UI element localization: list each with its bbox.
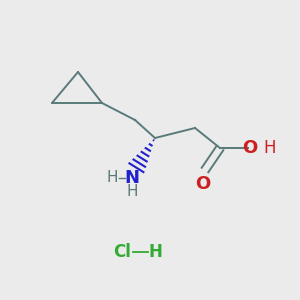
Text: N: N <box>124 169 140 187</box>
Text: H: H <box>106 170 118 185</box>
Text: H: H <box>148 243 162 261</box>
Text: H: H <box>264 139 276 157</box>
Text: O: O <box>242 139 258 157</box>
Text: Cl: Cl <box>113 243 131 261</box>
Text: O: O <box>195 175 211 193</box>
Text: H: H <box>126 184 138 200</box>
